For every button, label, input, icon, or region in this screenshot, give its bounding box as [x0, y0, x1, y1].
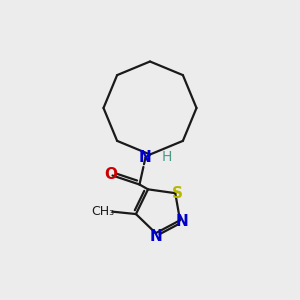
Text: S: S — [172, 186, 183, 201]
Text: H: H — [162, 150, 172, 164]
Text: N: N — [149, 229, 162, 244]
Text: N: N — [139, 150, 152, 165]
Text: N: N — [175, 214, 188, 229]
Text: O: O — [104, 167, 117, 182]
Text: CH₃: CH₃ — [92, 205, 115, 218]
